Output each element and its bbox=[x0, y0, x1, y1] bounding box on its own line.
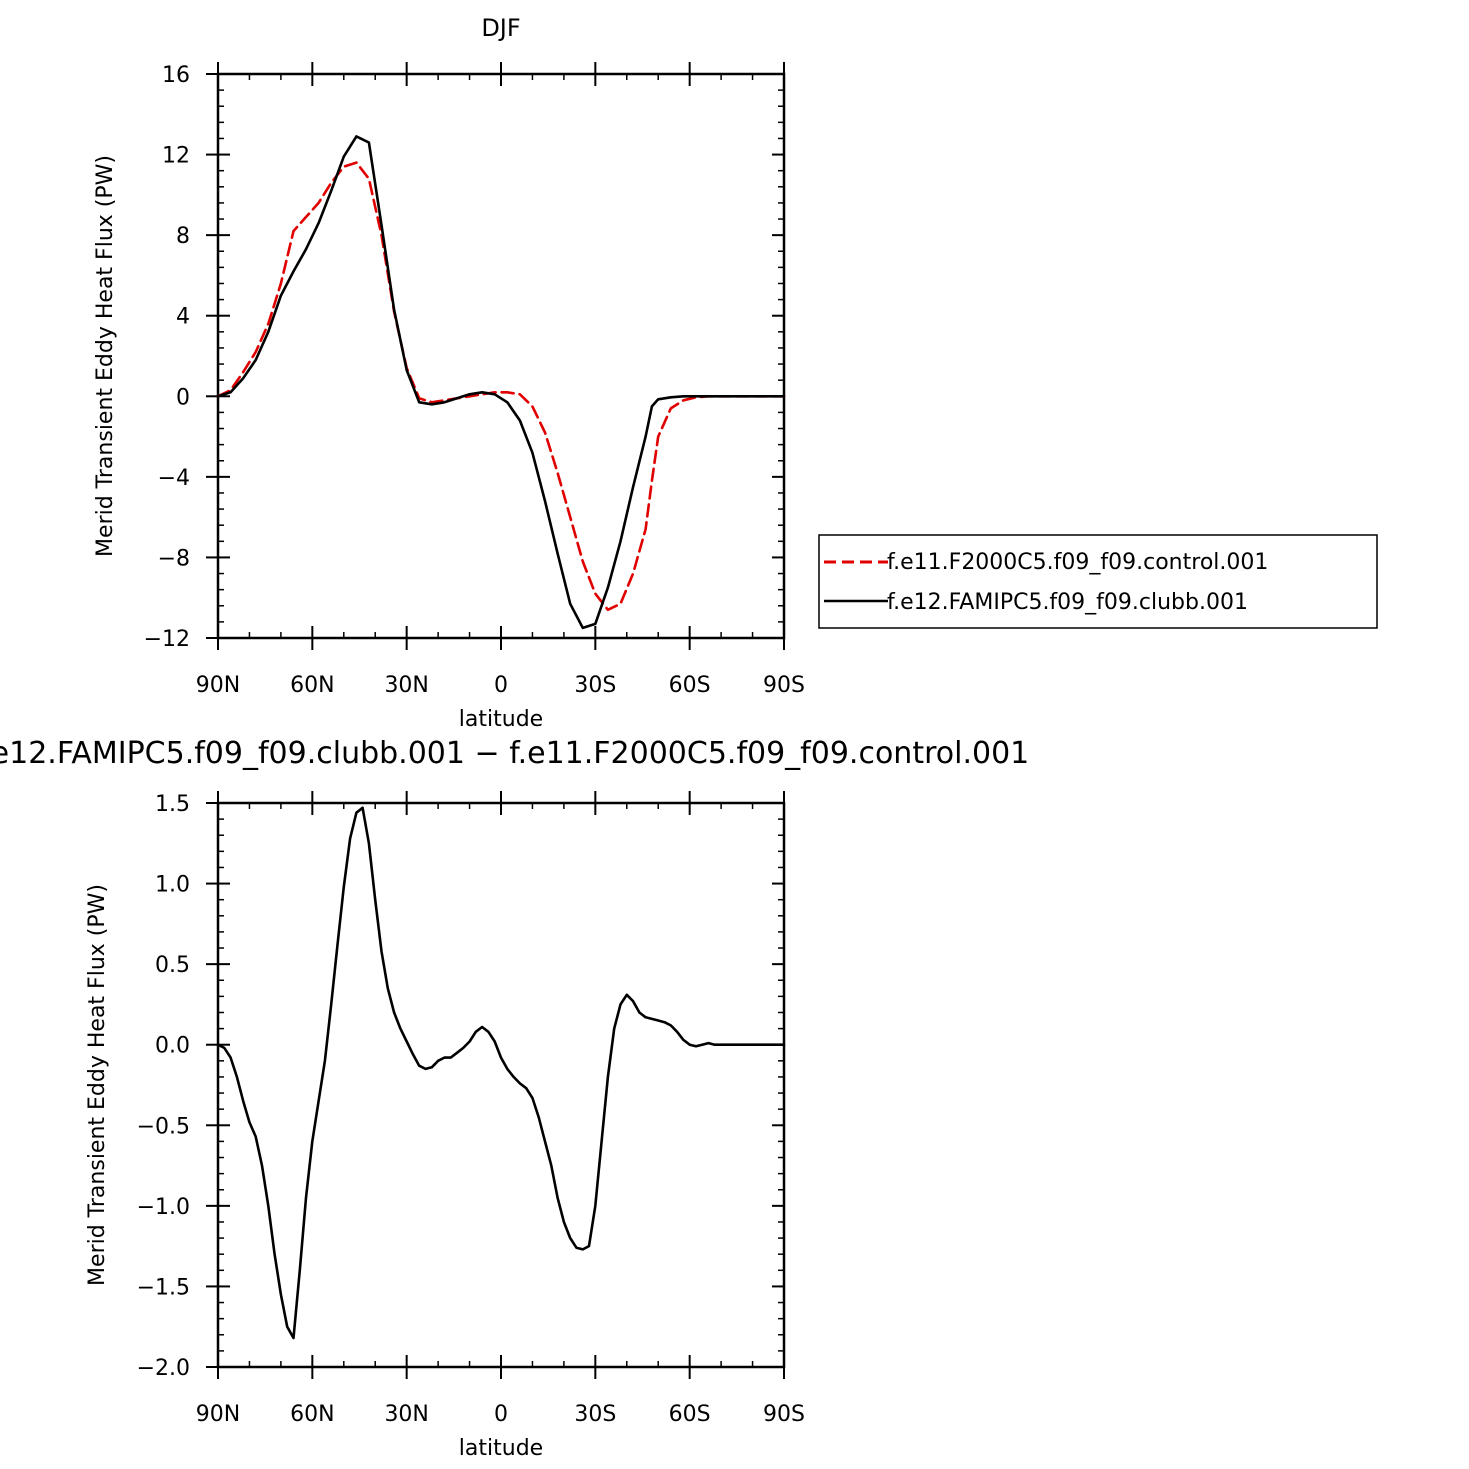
legend: f.e11.F2000C5.f09_f09.control.001 f.e12.… bbox=[818, 534, 1378, 629]
x-tick-label: 0 bbox=[494, 673, 508, 698]
top-plot-frame bbox=[216, 72, 786, 640]
top-axis-ticks bbox=[206, 62, 785, 650]
top-y-axis-label: Merid Transient Eddy Heat Flux (PW) bbox=[93, 155, 118, 557]
bottom-plot-frame bbox=[216, 801, 786, 1369]
y-tick-label: 0.0 bbox=[155, 1034, 190, 1059]
y-tick-label: −4 bbox=[158, 466, 190, 491]
y-tick-label: −0.5 bbox=[137, 1114, 190, 1139]
x-tick-label: 30N bbox=[384, 1402, 428, 1427]
bottom-x-axis-label: latitude bbox=[459, 1436, 543, 1461]
y-tick-label: 8 bbox=[176, 224, 190, 249]
x-tick-label: 60S bbox=[669, 673, 711, 698]
x-tick-label: 60N bbox=[290, 1402, 334, 1427]
y-tick-label: 1.0 bbox=[155, 873, 190, 898]
top-x-axis-label: latitude bbox=[459, 707, 543, 732]
y-tick-label: −1.0 bbox=[137, 1195, 190, 1220]
x-tick-label: 60N bbox=[290, 673, 334, 698]
bottom-panel: f.e12.FAMIPC5.f09_f09.clubb.001 − f.e11.… bbox=[0, 736, 1029, 1461]
y-tick-label: 12 bbox=[162, 144, 190, 169]
series-line-difference bbox=[216, 806, 786, 1340]
top-panel: DJF −12 −8 −4 0 4 8 12 16 90N 60N 30N 0 30S 60S 90S l… bbox=[93, 14, 1378, 732]
x-tick-label: 30S bbox=[574, 1402, 616, 1427]
series-line-clubb bbox=[216, 135, 786, 630]
y-tick-label: 0 bbox=[176, 385, 190, 410]
y-tick-label: −2.0 bbox=[137, 1356, 190, 1381]
y-tick-label: 4 bbox=[176, 305, 190, 330]
bottom-y-axis-label: Merid Transient Eddy Heat Flux (PW) bbox=[85, 884, 110, 1286]
x-tick-label: 30S bbox=[574, 673, 616, 698]
top-series bbox=[216, 135, 786, 630]
x-tick-label: 90N bbox=[196, 673, 240, 698]
legend-label-clubb: f.e12.FAMIPC5.f09_f09.clubb.001 bbox=[887, 590, 1248, 615]
bottom-x-tick-labels: 90N 60N 30N 0 30S 60S 90S bbox=[196, 1402, 805, 1427]
top-title: DJF bbox=[481, 14, 520, 42]
y-tick-label: 1.5 bbox=[155, 792, 190, 817]
bottom-title: f.e12.FAMIPC5.f09_f09.clubb.001 − f.e11.… bbox=[0, 736, 1029, 771]
x-tick-label: 30N bbox=[384, 673, 428, 698]
x-tick-label: 90N bbox=[196, 1402, 240, 1427]
legend-label-control: f.e11.F2000C5.f09_f09.control.001 bbox=[887, 550, 1268, 575]
bottom-axis-ticks bbox=[206, 791, 785, 1379]
y-tick-label: −1.5 bbox=[137, 1275, 190, 1300]
y-tick-label: −12 bbox=[144, 627, 190, 652]
bottom-y-tick-labels: −2.0 −1.5 −1.0 −0.5 0.0 0.5 1.0 1.5 bbox=[137, 792, 190, 1381]
series-line-control bbox=[216, 161, 786, 612]
top-y-tick-labels: −12 −8 −4 0 4 8 12 16 bbox=[144, 63, 190, 652]
y-tick-label: 16 bbox=[162, 63, 190, 88]
bottom-series bbox=[216, 806, 786, 1340]
x-tick-label: 0 bbox=[494, 1402, 508, 1427]
legend-box bbox=[818, 534, 1378, 629]
x-tick-label: 90S bbox=[763, 1402, 805, 1427]
x-tick-label: 60S bbox=[669, 1402, 711, 1427]
top-x-tick-labels: 90N 60N 30N 0 30S 60S 90S bbox=[196, 673, 805, 698]
y-tick-label: 0.5 bbox=[155, 953, 190, 978]
y-tick-label: −8 bbox=[158, 546, 190, 571]
x-tick-label: 90S bbox=[763, 673, 805, 698]
